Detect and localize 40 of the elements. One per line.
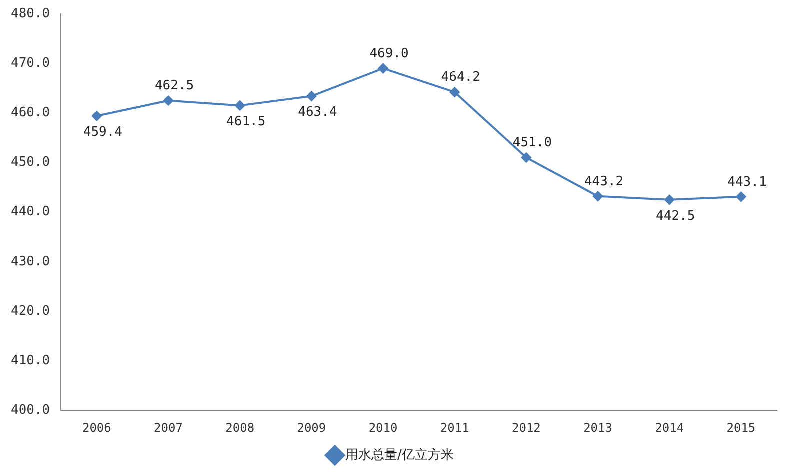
point [235, 100, 246, 111]
point [450, 87, 460, 98]
y-tick-label: 480.0 [10, 6, 50, 22]
point [736, 192, 746, 202]
y-tick-label: 460.0 [10, 106, 50, 121]
data-label: 469.0 [370, 46, 409, 62]
data-label: 442.5 [656, 208, 696, 224]
data-label: 464.2 [441, 70, 480, 86]
data-label: 461.5 [226, 114, 266, 130]
data-label: 443.2 [584, 174, 624, 190]
x-tick-label: 2011 [440, 420, 470, 435]
x-tick-label: 2006 [82, 420, 112, 435]
data-label: 459.4 [83, 125, 123, 140]
legend-label: 用水总量/亿立方米 [346, 446, 454, 463]
x-tick-label: 2009 [297, 420, 326, 435]
point [306, 91, 317, 102]
point [664, 194, 675, 205]
x-tick-label: 2013 [584, 420, 612, 435]
data-label: 451.0 [512, 136, 552, 151]
point [521, 152, 532, 163]
y-tick-label: 430.0 [10, 254, 50, 270]
x-tick-label: 2015 [726, 420, 756, 435]
y-tick-label: 400.0 [10, 402, 50, 418]
x-tick-label: 2012 [512, 420, 541, 435]
data-label: 443.1 [728, 174, 767, 190]
x-tick-label: 2014 [655, 420, 684, 435]
data-label: 462.5 [154, 78, 194, 94]
y-tick-label: 420.0 [10, 304, 50, 319]
data-label: 463.4 [298, 105, 338, 120]
x-tick-label: 2007 [154, 420, 183, 435]
x-tick-label: 2008 [226, 420, 255, 435]
point [92, 111, 102, 122]
point [164, 96, 174, 106]
y-tick-label: 410.0 [10, 353, 50, 368]
point [378, 64, 388, 74]
point [593, 191, 604, 202]
x-tick-label: 2010 [368, 420, 398, 435]
y-tick-label: 440.0 [10, 204, 50, 220]
y-tick-label: 450.0 [10, 155, 50, 170]
y-tick-label: 470.0 [10, 56, 50, 71]
